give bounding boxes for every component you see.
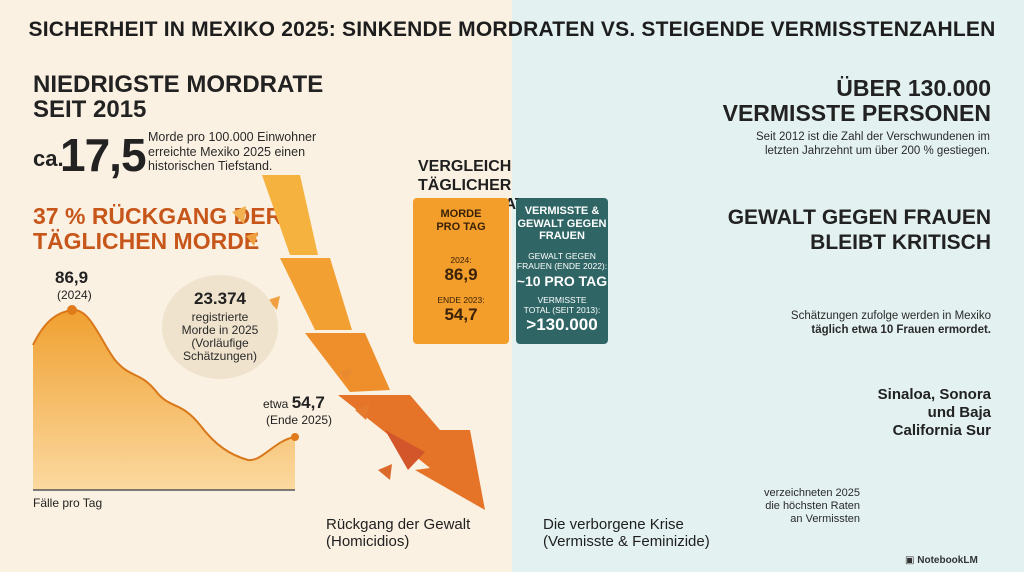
- decline-headline-line2: TÄGLICHEN MORDE: [33, 228, 260, 254]
- orange-card-label1: 2024:: [450, 255, 472, 265]
- peak-value: 86,9: [55, 268, 89, 287]
- missing-persons-desc-line1: Seit 2012 ist die Zahl der Verschwundene…: [756, 131, 990, 143]
- teal-card-title-line1: VERMISSTE &: [524, 205, 600, 217]
- registered-murders-bubble: 23.374 registrierte Morde in 2025 (Vorlä…: [162, 275, 278, 379]
- women-headline-line2: BLEIBT KRITISCH: [810, 231, 991, 254]
- murder-rate-description: Morde pro 100.000 Einwohner erreichte Me…: [148, 130, 317, 173]
- teal-card-title-line3: FRAUEN: [539, 230, 585, 242]
- lightning-bolt-graphic: [232, 175, 485, 510]
- orange-card-title-line2: PRO TAG: [436, 220, 486, 233]
- orange-card-title-line1: MORDE: [440, 208, 482, 220]
- women-desc-line2: täglich etwa 10 Frauen ermordet.: [811, 324, 991, 336]
- missing-persons-desc-line2: letzten Jahrzehnt um über 200 % gestiege…: [764, 145, 990, 157]
- violence-against-women-headline: GEWALT GEGEN FRAUEN BLEIBT KRITISCH: [720, 205, 991, 255]
- rate-prefix: ca.: [33, 146, 64, 171]
- states-line3: California Sur: [892, 422, 991, 439]
- end-value: 54,7: [291, 393, 325, 412]
- murder-rate-value: 17,5: [60, 129, 147, 181]
- registered-murders-number: 23.374: [194, 289, 246, 308]
- violence-decline-caption-line2: (Homicidios): [326, 533, 410, 550]
- states-desc-line2: die höchsten Raten: [765, 500, 860, 512]
- left-headline: NIEDRIGSTE MORDRATE SEIT 2015: [33, 72, 333, 122]
- end-value-label: etwa 54,7: [263, 393, 325, 413]
- violence-against-women-description: Schätzungen zufolge werden in Mexiko täg…: [760, 309, 991, 337]
- states-line1: Sinaloa, Sonora: [877, 386, 991, 403]
- bubble-line1: registrierte: [191, 310, 249, 324]
- missing-persons-headline-line1: ÜBER 130.000: [836, 75, 991, 101]
- end-marker: [291, 433, 299, 441]
- highest-rate-description: verzeichneten 2025 die höchsten Raten an…: [720, 487, 860, 526]
- daily-murders-area-chart: [32, 175, 485, 510]
- murders-per-day-card: MORDE PRO TAG 2024: 86,9 ENDE 2023: 54,7: [413, 198, 509, 344]
- hidden-crisis-caption-line2: (Vermisste & Feminizide): [543, 533, 710, 550]
- teal-card-label2b: TOTAL (SEIT 2013):: [523, 304, 601, 315]
- left-headline-line2: SEIT 2015: [33, 96, 147, 123]
- main-title: SICHERHEIT IN MEXIKO 2025: SINKENDE MORD…: [28, 18, 996, 41]
- states-line2: und Baja: [927, 404, 991, 421]
- teal-card-label1a: GEWALT GEGEN: [528, 250, 596, 261]
- orange-card-value1: 86,9: [444, 265, 478, 284]
- missing-persons-description: Seit 2012 ist die Zahl der Verschwundene…: [740, 130, 990, 158]
- teal-card-label1b: FRAUEN (ENDE 2022):: [516, 260, 608, 271]
- women-desc-line1: Schätzungen zufolge werden in Mexiko: [790, 310, 991, 322]
- hidden-crisis-caption: Die verborgene Krise (Vermisste & Femini…: [543, 516, 743, 550]
- end-value-prefix: etwa: [263, 397, 289, 411]
- orange-card-value2: 54,7: [444, 305, 478, 324]
- teal-card-label2a: VERMISSTE: [537, 294, 587, 305]
- teal-card-value2: >130.000: [526, 314, 598, 334]
- states-desc-line1: verzeichneten 2025: [763, 487, 860, 499]
- bubble-line4: Schätzungen): [182, 349, 258, 363]
- highest-rate-states: Sinaloa, Sonora und Baja California Sur: [800, 386, 991, 440]
- registered-murders-text: registrierte Morde in 2025 (Vorläufige S…: [162, 311, 278, 363]
- peak-year: (2024): [57, 288, 92, 302]
- teal-card-value1: ~10 PRO TAG: [516, 272, 608, 289]
- women-headline-line1: GEWALT GEGEN FRAUEN: [727, 206, 991, 229]
- notebooklm-brand: ▣ NotebookLM: [905, 555, 978, 566]
- missing-persons-headline-line2: VERMISSTE PERSONEN: [722, 100, 991, 126]
- states-desc-line3: an Vermissten: [790, 513, 860, 525]
- hidden-crisis-caption-line1: Die verborgene Krise: [543, 516, 684, 533]
- brand-text: NotebookLM: [917, 555, 978, 566]
- bubble-line2: Morde in 2025: [181, 323, 259, 337]
- violence-decline-caption-line1: Rückgang der Gewalt: [326, 516, 471, 533]
- violence-decline-caption: Rückgang der Gewalt (Homicidios): [326, 516, 506, 550]
- orange-card-label2: ENDE 2023:: [437, 295, 485, 305]
- axis-label: Fälle pro Tag: [33, 496, 103, 510]
- peak-marker: [67, 305, 77, 315]
- missing-persons-headline: ÜBER 130.000 VERMISSTE PERSONEN: [700, 76, 991, 126]
- bubble-line3: (Vorläufige: [191, 336, 249, 350]
- comparison-heading-line1: VERGLEICH TÄGLICHER: [418, 158, 512, 194]
- left-headline-line1: NIEDRIGSTE MORDRATE: [33, 71, 324, 98]
- teal-card-title-line2: GEWALT GEGEN: [517, 217, 607, 230]
- end-year: (Ende 2025): [266, 413, 333, 427]
- missing-and-femicide-card: VERMISSTE & GEWALT GEGEN FRAUEN GEWALT G…: [516, 198, 608, 344]
